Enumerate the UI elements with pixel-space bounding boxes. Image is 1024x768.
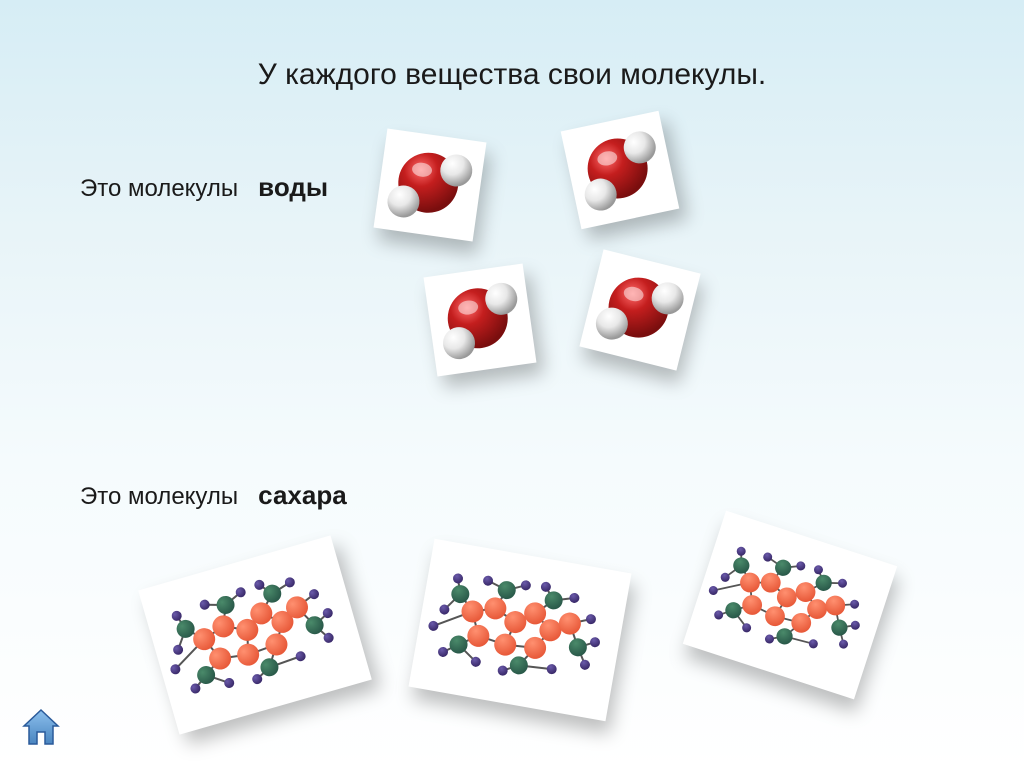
- sugar-molecule-card: [408, 539, 631, 721]
- water-label: Это молекулы воды: [80, 172, 328, 203]
- house-icon: [18, 704, 64, 750]
- water-molecule-card: [424, 264, 537, 377]
- home-button[interactable]: [18, 704, 64, 750]
- sugar-label-bold: сахара: [258, 480, 347, 510]
- water-label-prefix: Это молекулы: [80, 175, 238, 202]
- slide-title: У каждого вещества свои молекулы.: [258, 58, 767, 92]
- sugar-molecule-card: [138, 535, 372, 734]
- water-label-bold: воды: [258, 172, 328, 202]
- water-molecule-card: [561, 111, 680, 230]
- sugar-label-prefix: Это молекулы: [80, 483, 238, 510]
- sugar-molecule-card: [683, 511, 897, 700]
- sugar-label: Это молекулы сахара: [80, 480, 347, 511]
- water-molecule-card: [579, 249, 700, 370]
- water-molecule-card: [374, 129, 487, 242]
